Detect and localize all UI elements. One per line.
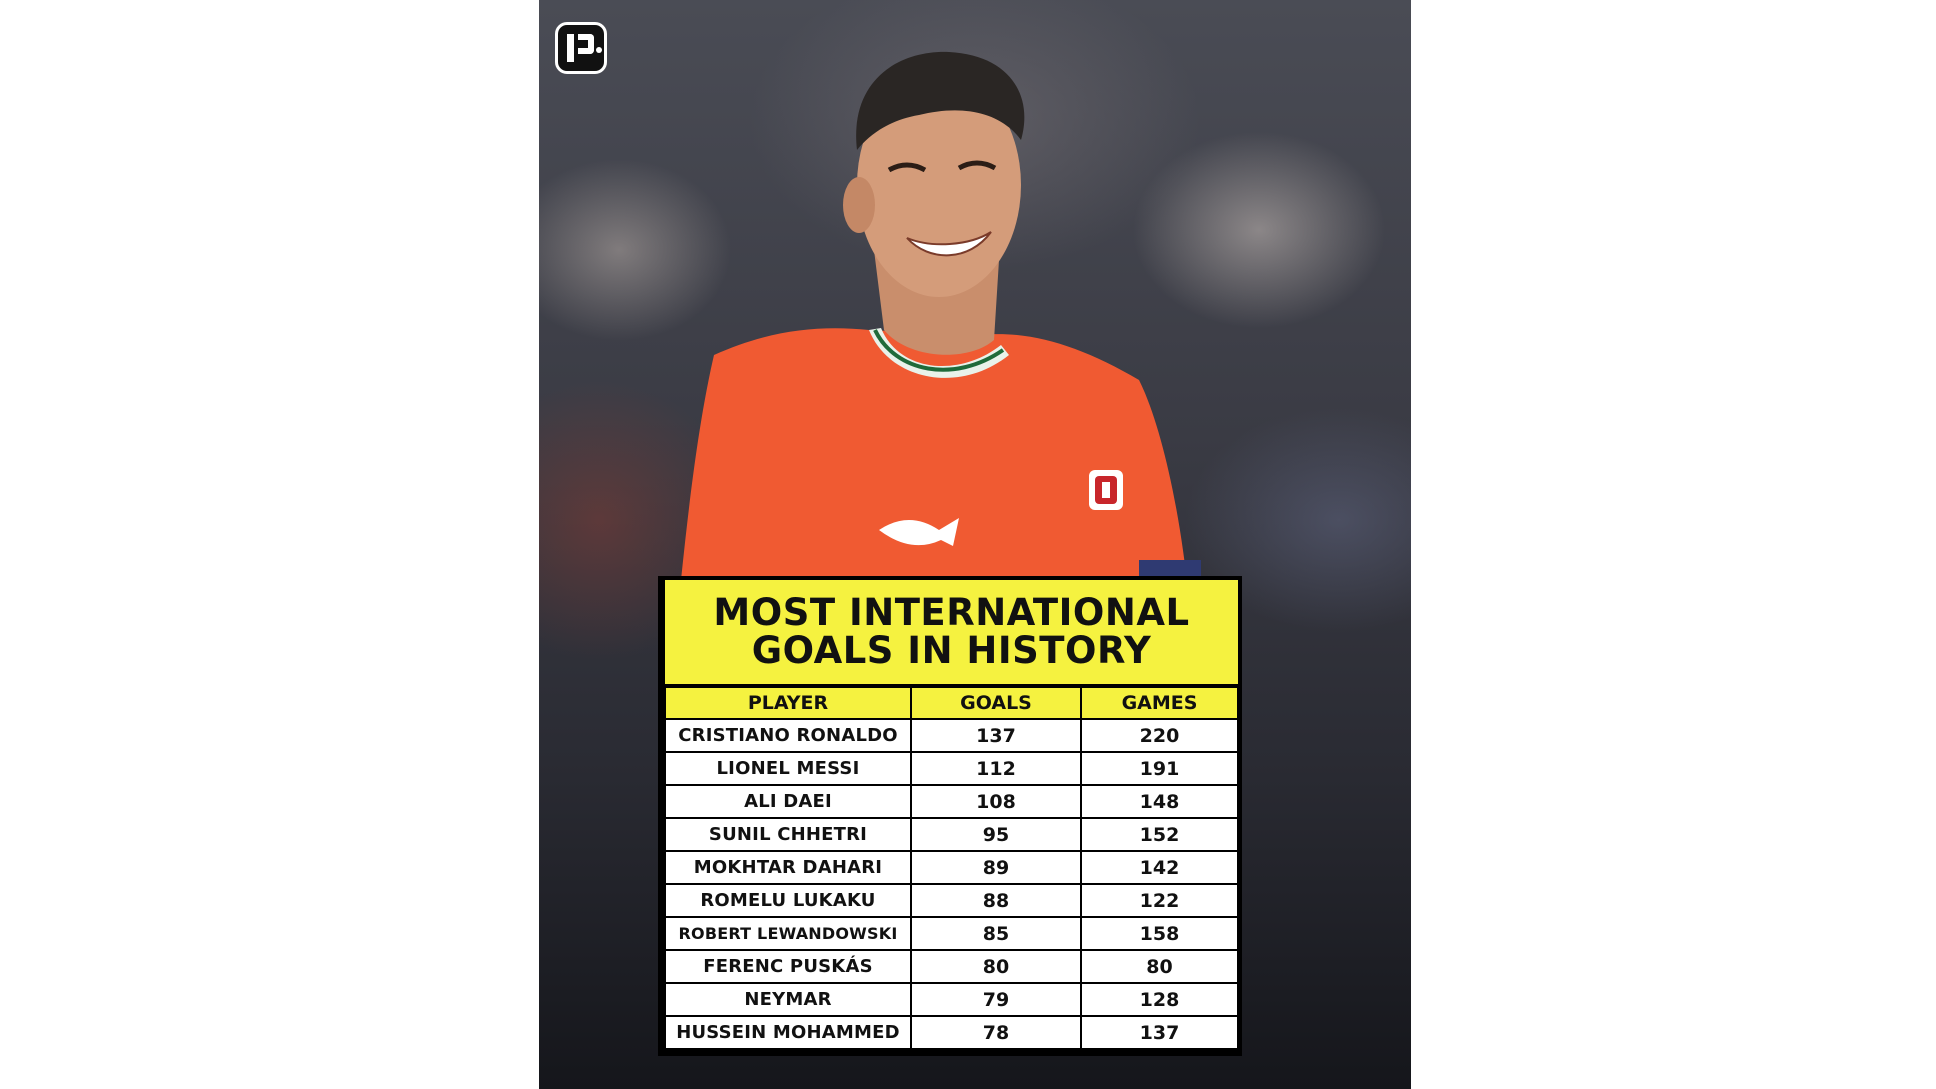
table-row: LIONEL MESSI 112 191 [665, 752, 1238, 785]
player-name: ROBERT LEWANDOWSKI [665, 917, 911, 950]
table-header-row: PLAYER GOALS GAMES [665, 687, 1238, 719]
goals-value: 85 [911, 917, 1081, 950]
player-name: ROMELU LUKAKU [665, 884, 911, 917]
player-name: HUSSEIN MOHAMMED [665, 1016, 911, 1049]
player-name: MOKHTAR DAHARI [665, 851, 911, 884]
table-row: SUNIL CHHETRI 95 152 [665, 818, 1238, 851]
games-value: 220 [1081, 719, 1238, 752]
goals-value: 137 [911, 719, 1081, 752]
title-line-1: MOST INTERNATIONAL [713, 591, 1190, 634]
p-logo-icon [555, 22, 607, 74]
games-value: 137 [1081, 1016, 1238, 1049]
player-name: ALI DAEI [665, 785, 911, 818]
goals-value: 95 [911, 818, 1081, 851]
title-line-2: GOALS IN HISTORY [751, 629, 1152, 672]
header-player: PLAYER [665, 687, 911, 719]
table-row: CRISTIANO RONALDO 137 220 [665, 719, 1238, 752]
table-row: ALI DAEI 108 148 [665, 785, 1238, 818]
table-row: FERENC PUSKÁS 80 80 [665, 950, 1238, 983]
header-games: GAMES [1081, 687, 1238, 719]
games-value: 152 [1081, 818, 1238, 851]
goals-table: PLAYER GOALS GAMES CRISTIANO RONALDO 137… [665, 687, 1238, 1049]
games-value: 122 [1081, 884, 1238, 917]
table-row: NEYMAR 79 128 [665, 983, 1238, 1016]
goals-table-card: MOST INTERNATIONAL GOALS IN HISTORY PLAY… [658, 576, 1242, 1056]
goals-value: 80 [911, 950, 1081, 983]
goals-value: 89 [911, 851, 1081, 884]
header-goals: GOALS [911, 687, 1081, 719]
games-value: 128 [1081, 983, 1238, 1016]
goals-value: 88 [911, 884, 1081, 917]
table-row: MOKHTAR DAHARI 89 142 [665, 851, 1238, 884]
player-figure [679, 51, 1201, 600]
goals-value: 79 [911, 983, 1081, 1016]
games-value: 80 [1081, 950, 1238, 983]
games-value: 191 [1081, 752, 1238, 785]
games-value: 142 [1081, 851, 1238, 884]
player-name: SUNIL CHHETRI [665, 818, 911, 851]
table-row: ROBERT LEWANDOWSKI 85 158 [665, 917, 1238, 950]
title-banner: MOST INTERNATIONAL GOALS IN HISTORY [665, 580, 1238, 684]
player-name: CRISTIANO RONALDO [665, 719, 911, 752]
goals-value: 108 [911, 785, 1081, 818]
player-name: LIONEL MESSI [665, 752, 911, 785]
games-value: 148 [1081, 785, 1238, 818]
table-row: ROMELU LUKAKU 88 122 [665, 884, 1238, 917]
goals-value: 112 [911, 752, 1081, 785]
table-row: HUSSEIN MOHAMMED 78 137 [665, 1016, 1238, 1049]
goals-value: 78 [911, 1016, 1081, 1049]
player-name: FERENC PUSKÁS [665, 950, 911, 983]
games-value: 158 [1081, 917, 1238, 950]
player-name: NEYMAR [665, 983, 911, 1016]
